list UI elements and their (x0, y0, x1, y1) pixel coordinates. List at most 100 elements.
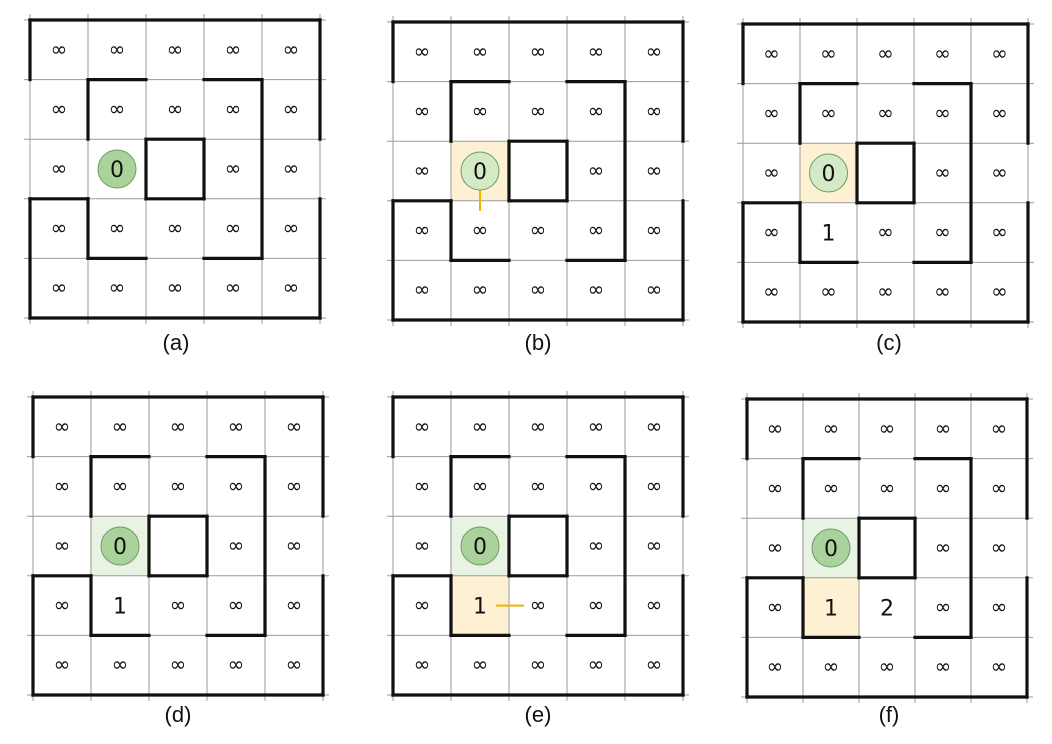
walls (28, 18, 322, 320)
walls (745, 397, 1029, 699)
cell-infinity: ∞ (820, 279, 837, 303)
cell-infinity: ∞ (991, 160, 1008, 184)
cell-infinity: ∞ (414, 98, 431, 122)
panel-caption: (b) (525, 330, 552, 355)
cell-infinity: ∞ (823, 475, 840, 499)
cell-infinity: ∞ (51, 275, 68, 299)
panel-d: ∞ ∞ ∞ ∞ ∞ ∞ ∞ ∞ ∞ ∞ ∞ 0 ∞ ∞ ∞ 1 ∞ ∞ ∞ ∞ ∞ ∞ ∞ ∞ (d) (27, 391, 329, 727)
cell-infinity: ∞ (472, 414, 489, 438)
cell-infinity: ∞ (877, 41, 894, 65)
cell-infinity: ∞ (767, 475, 784, 499)
cell-infinity: ∞ (646, 533, 663, 557)
cell-infinity: ∞ (877, 279, 894, 303)
cell-infinity: ∞ (877, 220, 894, 244)
cell-infinity: ∞ (935, 416, 952, 440)
cell-infinity: ∞ (51, 37, 68, 61)
source-node-circle (811, 528, 851, 568)
cell-infinity: ∞ (934, 279, 951, 303)
cell-infinity: ∞ (472, 98, 489, 122)
cell-infinity: ∞ (109, 275, 126, 299)
cell-infinity: ∞ (530, 98, 547, 122)
cell-infinity: ∞ (167, 216, 184, 240)
cell-infinity: ∞ (530, 652, 547, 676)
cell-distance: 0 (824, 537, 838, 562)
cell-infinity: ∞ (934, 220, 951, 244)
cell-infinity: ∞ (763, 279, 780, 303)
source-node-circle (100, 526, 140, 566)
cell-infinity: ∞ (991, 416, 1008, 440)
cell-infinity: ∞ (763, 41, 780, 65)
cell-infinity: ∞ (767, 535, 784, 559)
cell-infinity: ∞ (51, 216, 68, 240)
panel-a: ∞ ∞ ∞ ∞ ∞ ∞ ∞ ∞ ∞ ∞ ∞ 0 ∞ ∞ ∞ ∞ ∞ ∞ ∞ ∞ ∞ ∞ ∞ ∞ (a) (24, 14, 326, 355)
cell-infinity: ∞ (286, 414, 303, 438)
cell-infinity: ∞ (646, 277, 663, 301)
cell-infinity: ∞ (935, 654, 952, 678)
cell-distance: 2 (880, 597, 894, 622)
cell-infinity: ∞ (286, 652, 303, 676)
cell-infinity: ∞ (414, 473, 431, 497)
cell-infinity: ∞ (646, 158, 663, 182)
cell-infinity: ∞ (646, 218, 663, 242)
cell-infinity: ∞ (414, 218, 431, 242)
cell-infinity: ∞ (225, 156, 242, 180)
cell-infinity: ∞ (767, 416, 784, 440)
cell-infinity: ∞ (991, 595, 1008, 619)
cell-infinity: ∞ (54, 593, 71, 617)
cell-distance: 0 (113, 535, 127, 560)
panel-f: ∞ ∞ ∞ ∞ ∞ ∞ ∞ ∞ ∞ ∞ ∞ 0 ∞ ∞ ∞ 1 2 ∞ ∞ ∞ ∞ ∞ ∞ ∞ (f) (741, 393, 1033, 727)
cell-infinity: ∞ (530, 39, 547, 63)
source-node-circle (97, 149, 137, 189)
cell-infinity: ∞ (646, 98, 663, 122)
cell-infinity: ∞ (767, 654, 784, 678)
cell-infinity: ∞ (588, 473, 605, 497)
cell-infinity: ∞ (283, 156, 300, 180)
cell-infinity: ∞ (646, 593, 663, 617)
cell-distance: 0 (110, 158, 124, 183)
cell-distance: 1 (824, 597, 838, 622)
cell-infinity: ∞ (228, 473, 245, 497)
panels: ∞ ∞ ∞ ∞ ∞ ∞ ∞ ∞ ∞ ∞ ∞ 0 ∞ ∞ ∞ ∞ ∞ ∞ ∞ ∞ ∞ ∞ ∞ ∞ (a) ∞ ∞ ∞ ∞ ∞ ∞ ∞ ∞ ∞ ∞ ∞ 0 ∞… (24, 14, 1034, 727)
cell-infinity: ∞ (51, 96, 68, 120)
cell-infinity: ∞ (167, 275, 184, 299)
panel-caption: (c) (876, 330, 902, 355)
cell-infinity: ∞ (991, 220, 1008, 244)
cell-infinity: ∞ (646, 473, 663, 497)
cell-infinity: ∞ (225, 275, 242, 299)
cell-infinity: ∞ (225, 37, 242, 61)
cell-infinity: ∞ (414, 533, 431, 557)
cell-infinity: ∞ (646, 414, 663, 438)
cell-infinity: ∞ (414, 652, 431, 676)
cell-infinity: ∞ (935, 535, 952, 559)
cell-infinity: ∞ (51, 156, 68, 180)
panel-c: ∞ ∞ ∞ ∞ ∞ ∞ ∞ ∞ ∞ ∞ ∞ 0 ∞ ∞ ∞ 1 ∞ ∞ ∞ ∞ ∞ ∞ ∞ ∞ (c) (737, 18, 1034, 355)
cell-infinity: ∞ (991, 100, 1008, 124)
cell-infinity: ∞ (991, 279, 1008, 303)
cell-infinity: ∞ (472, 277, 489, 301)
cell-infinity: ∞ (934, 100, 951, 124)
walls (391, 395, 685, 697)
cell-infinity: ∞ (823, 416, 840, 440)
cell-infinity: ∞ (877, 100, 894, 124)
cell-infinity: ∞ (414, 414, 431, 438)
source-node-circle (809, 153, 848, 193)
panel-caption: (a) (163, 330, 190, 355)
cell-distance: 0 (473, 160, 487, 185)
cell-infinity: ∞ (286, 593, 303, 617)
panel-caption: (e) (525, 702, 552, 727)
walls (31, 395, 325, 697)
cell-infinity: ∞ (54, 473, 71, 497)
cell-infinity: ∞ (588, 158, 605, 182)
source-node-circle (460, 526, 500, 566)
cell-infinity: ∞ (588, 414, 605, 438)
cell-infinity: ∞ (588, 277, 605, 301)
cell-infinity: ∞ (54, 652, 71, 676)
cell-infinity: ∞ (588, 98, 605, 122)
cell-infinity: ∞ (283, 96, 300, 120)
cell-infinity: ∞ (283, 216, 300, 240)
cell-infinity: ∞ (414, 39, 431, 63)
cell-infinity: ∞ (112, 652, 129, 676)
cell-infinity: ∞ (170, 473, 187, 497)
panel-caption: (d) (165, 702, 192, 727)
cell-infinity: ∞ (588, 533, 605, 557)
